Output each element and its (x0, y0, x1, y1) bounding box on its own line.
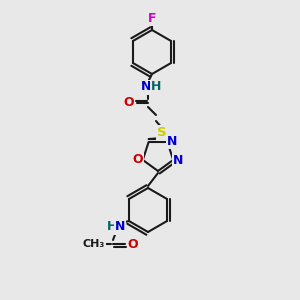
Text: N: N (115, 220, 125, 233)
Text: N: N (141, 80, 151, 94)
Text: N: N (167, 135, 178, 148)
Text: S: S (157, 127, 167, 140)
Text: H: H (107, 220, 117, 233)
Text: CH₃: CH₃ (83, 239, 105, 249)
Text: H: H (151, 80, 161, 94)
Text: O: O (128, 238, 138, 250)
Text: O: O (133, 153, 143, 167)
Text: N: N (173, 154, 183, 167)
Text: F: F (148, 11, 156, 25)
Text: O: O (124, 97, 134, 110)
